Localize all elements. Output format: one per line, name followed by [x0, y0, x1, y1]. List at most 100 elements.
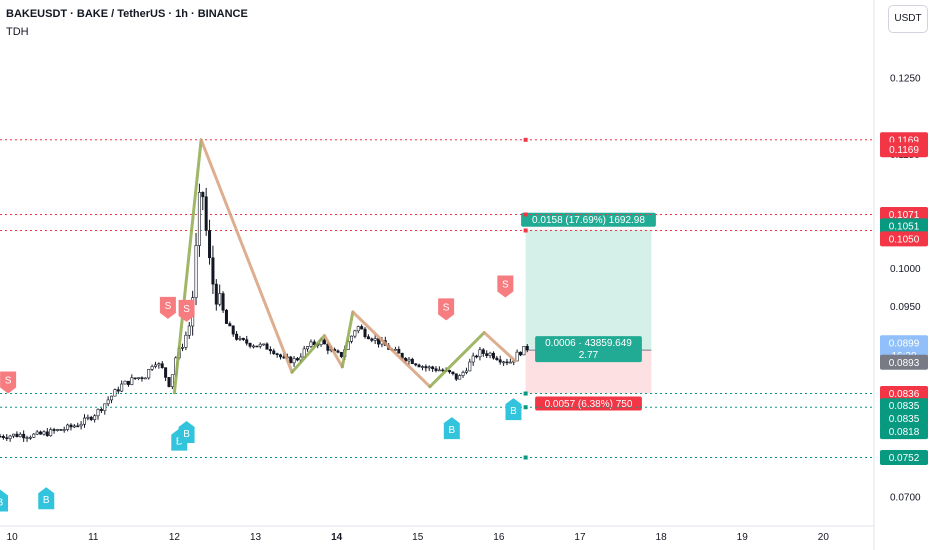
entry-label: 0.0006 · 43859.649 — [545, 338, 632, 349]
candle-body — [454, 373, 458, 380]
candle-body — [491, 352, 495, 359]
price-badge-label: 0.0818 — [889, 427, 920, 438]
candle-body — [434, 368, 438, 371]
candle-body — [28, 436, 32, 439]
candle-body — [110, 395, 114, 401]
candle-body — [130, 377, 134, 385]
candle-body — [72, 425, 76, 428]
price-badge-label: 0.1169 — [889, 135, 919, 146]
candle-body — [123, 380, 127, 385]
candle-body — [167, 377, 171, 387]
candle-body — [49, 429, 53, 437]
candle-body — [475, 355, 479, 358]
candle-body — [258, 343, 262, 347]
price-badge-label: 0.1071 — [889, 210, 920, 221]
candle-body — [93, 415, 97, 420]
candle-body — [39, 431, 43, 435]
price-tick-label: 0.1000 — [890, 264, 921, 275]
candle-body — [255, 345, 259, 348]
candle-body — [262, 343, 266, 346]
candle-body — [322, 339, 326, 345]
buy-marker — [38, 487, 55, 510]
candle-body — [420, 366, 424, 368]
zigzag-line — [172, 138, 517, 395]
candle-body — [488, 352, 492, 356]
currency-button[interactable]: USDT — [888, 5, 928, 33]
candle-body — [133, 377, 137, 380]
candle-body — [218, 293, 222, 305]
position-tool[interactable]: 0.0158 (17.69%) 1692.98 0.0006 · 43859.64… — [521, 212, 656, 411]
zigzag-segment — [340, 310, 355, 369]
candle-body — [505, 361, 509, 364]
candle-body — [147, 369, 151, 379]
level-anchor — [523, 137, 528, 142]
zigzag-segment — [428, 331, 486, 389]
horizontal-levels — [0, 137, 872, 460]
price-axis[interactable]: 0.12500.11500.10000.09500.07000.11690.11… — [873, 0, 928, 550]
candle-body — [441, 369, 445, 372]
candle-body — [150, 366, 154, 370]
candle-body — [248, 342, 252, 347]
price-badge — [880, 206, 928, 222]
candle-body — [204, 196, 208, 231]
candle-body — [498, 359, 502, 363]
candle-body — [211, 257, 215, 285]
candle-body — [45, 431, 49, 437]
candle-body — [272, 350, 276, 355]
sell-marker — [0, 371, 17, 394]
candle-body — [448, 369, 452, 373]
zigzag-segment — [290, 334, 326, 374]
candle-body — [113, 389, 117, 397]
candle-body — [0, 435, 2, 438]
candle-body — [106, 399, 110, 405]
target-label: 0.0158 (17.69%) 1692.98 — [532, 215, 645, 226]
zigzag-segment — [482, 331, 517, 363]
candle-body — [275, 353, 279, 356]
candle-body — [468, 361, 472, 372]
candle-body — [25, 437, 29, 439]
candle-body — [140, 377, 144, 379]
sell-marker-label: S — [165, 301, 172, 312]
candle-body — [431, 366, 435, 370]
time-axis[interactable]: 10 11 12 13 14 15 16 17 18 19 20 — [0, 525, 874, 543]
candle-body — [336, 350, 340, 353]
price-badge — [880, 231, 928, 247]
entry-label-bg — [535, 336, 642, 363]
time-tick-label: 13 — [250, 532, 262, 543]
time-tick-label: 15 — [412, 532, 424, 543]
price-badge-label: 0.1169 — [889, 145, 919, 156]
indicator-label[interactable]: TDH — [6, 26, 29, 38]
candle-body — [407, 358, 411, 362]
level-anchor — [523, 228, 528, 233]
buy-marker-label: B — [0, 498, 4, 509]
sell-marker-label: S — [502, 280, 509, 291]
candle-body — [76, 425, 80, 428]
candle-body — [461, 372, 465, 376]
stop-label: 0.0057 (6.38%) 750 — [545, 399, 633, 410]
entry-label-ratio: 2.77 — [579, 350, 599, 361]
time-tick-label: 18 — [656, 532, 668, 543]
price-badge — [880, 142, 928, 158]
time-tick-label: 12 — [169, 532, 181, 543]
candle-body — [5, 437, 9, 439]
candle-body — [187, 325, 191, 336]
price-badge-label: 0.0836 — [889, 389, 920, 400]
signal-markers: SSSSSBBBBBB — [0, 275, 522, 512]
price-badge-label: 0.0893 — [889, 358, 920, 369]
candle-body — [427, 366, 431, 369]
candle-body — [458, 375, 462, 380]
candle-body — [235, 333, 239, 340]
candle-body — [370, 338, 374, 341]
buy-marker — [505, 398, 522, 421]
candle-body — [356, 326, 360, 332]
candle-body — [525, 345, 529, 350]
chart-title: BAKEUSDT · BAKE / TetherUS · 1h · BINANC… — [6, 8, 248, 20]
buy-marker — [443, 417, 460, 440]
time-tick-label: 14 — [331, 532, 343, 543]
candle-body — [279, 354, 283, 358]
candle-body — [268, 349, 272, 352]
zigzag-segment — [199, 138, 294, 374]
target-zone[interactable] — [525, 229, 652, 351]
candle-body — [143, 377, 147, 380]
